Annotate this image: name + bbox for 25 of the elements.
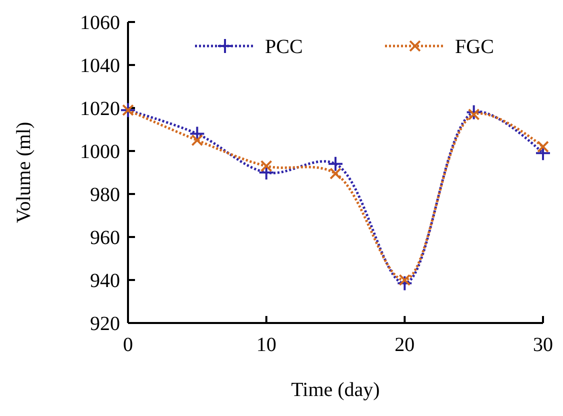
y-tick-label: 960	[90, 227, 120, 249]
point	[396, 275, 413, 292]
y-tick-label: 980	[90, 184, 120, 206]
point	[537, 140, 549, 153]
x-tick-label: 0	[123, 334, 133, 356]
y-tick-label: 940	[90, 270, 120, 292]
y-tick-label: 920	[90, 313, 120, 335]
point	[468, 108, 480, 120]
y-tick-label: 1060	[80, 12, 120, 34]
point	[330, 168, 342, 180]
y-tick-label: 1000	[80, 141, 120, 163]
point	[466, 104, 482, 120]
y-tick-label: 1020	[80, 98, 120, 120]
x-tick-label: 20	[394, 334, 415, 356]
point	[398, 274, 411, 286]
legend-label: PCC	[265, 36, 303, 58]
point	[191, 134, 204, 146]
x-tick-label: 10	[256, 334, 276, 356]
point	[328, 156, 344, 172]
y-axis-title: Volume (ml)	[13, 122, 35, 224]
legend-label: FGC	[455, 36, 494, 58]
x-tick-label: 30	[533, 334, 553, 356]
y-tick-label: 1040	[80, 55, 120, 77]
point	[260, 160, 272, 172]
x-axis-title: Time (day)	[291, 379, 380, 401]
